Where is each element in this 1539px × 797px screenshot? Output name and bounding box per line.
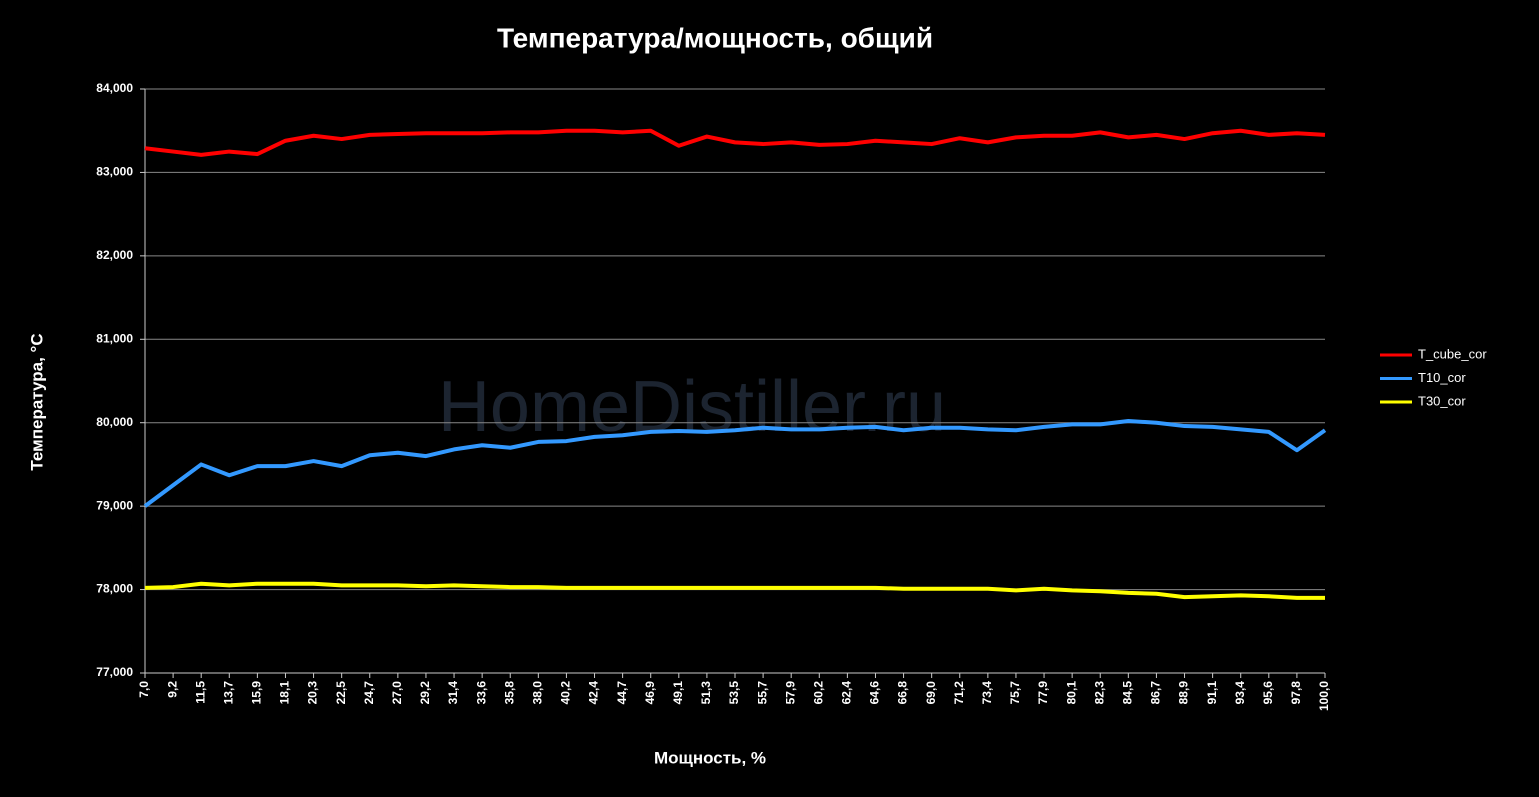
x-tick-label: 27,0 [390, 681, 404, 705]
x-tick-label: 55,7 [755, 681, 769, 705]
legend-label: T_cube_cor [1418, 346, 1487, 361]
x-tick-label: 49,1 [671, 681, 685, 705]
line-series [144, 581, 1325, 600]
x-tick-label: 51,3 [699, 681, 713, 705]
x-tick-label: 40,2 [559, 681, 573, 705]
x-tick-label: 31,4 [446, 681, 460, 705]
x-tick-label: 44,7 [615, 681, 629, 705]
x-tick-label: 22,5 [334, 681, 348, 705]
x-tick-label: 73,4 [980, 681, 994, 705]
x-tick-label: 42,4 [587, 681, 601, 705]
x-tick-label: 20,3 [306, 681, 320, 705]
x-tick-label: 71,2 [952, 681, 966, 705]
x-tick-label: 18,1 [278, 681, 292, 705]
x-tick-label: 75,7 [1008, 681, 1022, 705]
x-tick-label: 100,0 [1317, 681, 1331, 711]
y-tick-label: 84,000 [96, 81, 133, 95]
legend-label: T10_cor [1418, 370, 1466, 385]
x-tick-label: 46,9 [643, 681, 657, 705]
line-series [144, 128, 1326, 157]
x-tick-label: 29,2 [418, 681, 432, 705]
x-tick-label: 66,8 [896, 681, 910, 705]
x-tick-label: 88,9 [1177, 681, 1191, 705]
x-tick-label: 64,6 [868, 681, 882, 705]
x-axis-label: Мощность, % [654, 748, 766, 767]
x-tick-label: 38,0 [531, 681, 545, 705]
x-tick-label: 11,5 [193, 681, 207, 704]
x-tick-label: 57,9 [783, 681, 797, 705]
chart-title: Температура/мощность, общий [497, 22, 933, 53]
x-tick-label: 97,8 [1289, 681, 1303, 705]
x-tick-label: 15,9 [250, 681, 264, 705]
x-tick-label: 82,3 [1092, 681, 1106, 705]
x-tick-label: 60,2 [811, 681, 825, 705]
y-tick-label: 81,000 [96, 331, 133, 345]
y-tick-label: 83,000 [96, 165, 133, 179]
x-tick-label: 9,2 [165, 681, 179, 698]
y-tick-label: 79,000 [96, 498, 133, 512]
x-tick-label: 7,0 [137, 681, 151, 698]
x-tick-label: 91,1 [1205, 681, 1219, 705]
x-tick-label: 35,8 [502, 681, 516, 705]
x-tick-label: 77,9 [1036, 681, 1050, 705]
x-tick-label: 86,7 [1149, 681, 1163, 705]
x-tick-label: 69,0 [924, 681, 938, 705]
x-tick-label: 80,1 [1064, 681, 1078, 705]
watermark: HomeDistiller.ru [438, 367, 946, 447]
x-tick-label: 33,6 [474, 681, 488, 705]
line-series [143, 419, 1327, 508]
y-tick-label: 82,000 [96, 248, 133, 262]
x-tick-label: 95,6 [1261, 681, 1275, 705]
x-tick-label: 62,4 [840, 681, 854, 705]
y-tick-label: 77,000 [96, 665, 133, 679]
y-tick-label: 78,000 [96, 582, 133, 596]
x-tick-label: 24,7 [362, 681, 376, 705]
x-tick-label: 93,4 [1233, 681, 1247, 705]
y-axis-label: Температура, °C [27, 333, 46, 470]
x-tick-label: 84,5 [1121, 681, 1135, 705]
x-tick-label: 53,5 [727, 681, 741, 705]
legend-label: T30_cor [1418, 393, 1466, 408]
y-tick-label: 80,000 [96, 415, 133, 429]
x-tick-label: 13,7 [221, 681, 235, 705]
